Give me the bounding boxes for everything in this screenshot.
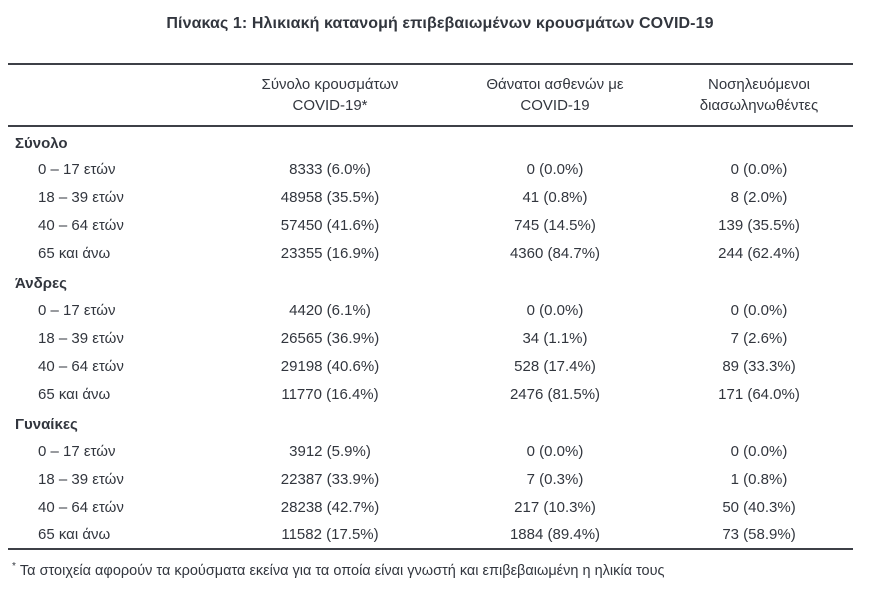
deaths-value: 34 (1.1%) — [522, 329, 588, 347]
cases-value: 29198 (40.6%) — [280, 357, 380, 375]
deaths-value: 0 (0.0%) — [526, 160, 584, 178]
deaths-value: 2476 (81.5%) — [509, 385, 601, 403]
intubated-value: 89 (33.3%) — [722, 357, 796, 375]
cases-value: 11582 (17.5%) — [281, 526, 379, 543]
age-group-label: 40 – 64 ετών — [38, 498, 124, 516]
cases-value: 8333 (6.0%) — [289, 160, 371, 178]
header-row: Σύνολο κρουσμάτων COVID-19* Θάνατοι ασθε… — [8, 64, 853, 127]
cases-value: 3912 (5.9%) — [289, 442, 371, 460]
column-header-intubated: Νοσηλευόμενοι διασωληνωθέντες — [665, 64, 853, 127]
footnote: * Τα στοιχεία αφορούν τα κρούσματα εκείνα… — [12, 557, 880, 581]
cases-value: 11770 (16.4%) — [281, 385, 379, 403]
column-header-line: Νοσηλευόμενοι — [707, 76, 810, 93]
column-header-line: Σύνολο κρουσμάτων — [261, 76, 399, 93]
age-group-label: 40 – 64 ετών — [38, 216, 124, 234]
age-group-label: 18 – 39 ετών — [38, 329, 124, 347]
age-group-label: 18 – 39 ετών — [38, 188, 124, 206]
deaths-value: 217 (10.3%) — [514, 498, 596, 516]
age-group-label: 18 – 39 ετών — [38, 470, 124, 488]
intubated-value: 7 (2.6%) — [730, 329, 788, 347]
age-group-label: 0 – 17 ετών — [38, 301, 116, 319]
table-row: 40 – 64 ετών 29198 (40.6%) 528 (17.4%) 8… — [8, 352, 853, 380]
deaths-value: 528 (17.4%) — [514, 357, 596, 375]
age-group-label: 0 – 17 ετών — [38, 160, 116, 178]
intubated-value: 0 (0.0%) — [730, 160, 788, 178]
intubated-value: 50 (40.3%) — [722, 498, 796, 516]
footnote-marker: * — [12, 561, 16, 572]
table-row: 65 και άνω 11770 (16.4%) 2476 (81.5%) 17… — [8, 380, 853, 408]
cases-value: 22387 (33.9%) — [280, 470, 380, 488]
table-title: Πίνακας 1: Ηλικιακή κατανομή επιβεβαιωμέ… — [166, 15, 714, 32]
table-row: 18 – 39 ετών 48958 (35.5%) 41 (0.8%) 8 (… — [8, 183, 853, 211]
intubated-value: 139 (35.5%) — [718, 216, 800, 234]
table-row: 65 και άνω 23355 (16.9%) 4360 (84.7%) 24… — [8, 239, 853, 267]
deaths-value: 745 (14.5%) — [514, 216, 596, 234]
cases-value: 57450 (41.6%) — [280, 216, 380, 234]
cases-value: 23355 (16.9%) — [280, 244, 380, 262]
footnote-text: Τα στοιχεία αφορούν τα κρούσματα εκείνα … — [19, 562, 665, 579]
age-group-label: 0 – 17 ετών — [38, 442, 116, 460]
column-header-total-cases: Σύνολο κρουσμάτων COVID-19* — [215, 64, 445, 127]
deaths-value: 7 (0.3%) — [526, 470, 584, 488]
intubated-value: 0 (0.0%) — [730, 442, 788, 460]
table-row: 0 – 17 ετών 3912 (5.9%) 0 (0.0%) 0 (0.0%… — [8, 437, 853, 465]
intubated-value: 0 (0.0%) — [730, 301, 788, 319]
section-header-label: Γυναίκες — [15, 416, 78, 433]
cases-value: 48958 (35.5%) — [280, 188, 380, 206]
column-header-line: COVID-19* — [292, 97, 368, 114]
header-empty-cell — [8, 64, 215, 127]
table-row: 40 – 64 ετών 28238 (42.7%) 217 (10.3%) 5… — [8, 493, 853, 521]
table-row: 0 – 17 ετών 4420 (6.1%) 0 (0.0%) 0 (0.0%… — [8, 296, 853, 324]
column-header-line: Θάνατοι ασθενών με — [486, 76, 624, 93]
section-header-total: Σύνολο — [8, 126, 853, 155]
column-header-line: διασωληνωθέντες — [699, 97, 819, 114]
section-header-label: Σύνολο — [15, 134, 68, 152]
deaths-value: 41 (0.8%) — [522, 188, 588, 206]
table-row: 0 – 17 ετών 8333 (6.0%) 0 (0.0%) 0 (0.0%… — [8, 155, 853, 183]
intubated-value: 8 (2.0%) — [730, 188, 788, 206]
intubated-value: 1 (0.8%) — [730, 470, 788, 488]
deaths-value: 0 (0.0%) — [526, 442, 584, 460]
age-group-label: 65 και άνω — [38, 385, 111, 403]
section-header-label: Άνδρες — [15, 275, 67, 292]
deaths-value: 4360 (84.7%) — [509, 244, 601, 262]
deaths-value: 1884 (89.4%) — [509, 526, 601, 543]
age-group-label: 65 και άνω — [38, 526, 111, 543]
age-group-label: 40 – 64 ετών — [38, 357, 124, 375]
cases-value: 4420 (6.1%) — [289, 301, 371, 319]
table-row: 18 – 39 ετών 22387 (33.9%) 7 (0.3%) 1 (0… — [8, 465, 853, 493]
intubated-value: 171 (64.0%) — [718, 385, 800, 403]
table-row: 65 και άνω 11582 (17.5%) 1884 (89.4%) 73… — [8, 521, 853, 549]
covid-age-distribution-table: Σύνολο κρουσμάτων COVID-19* Θάνατοι ασθε… — [8, 63, 853, 550]
intubated-value: 73 (58.9%) — [722, 526, 796, 543]
cases-value: 28238 (42.7%) — [280, 498, 380, 516]
column-header-deaths: Θάνατοι ασθενών με COVID-19 — [445, 64, 665, 127]
deaths-value: 0 (0.0%) — [526, 301, 584, 319]
column-header-line: COVID-19 — [520, 97, 590, 114]
section-header-men: Άνδρες — [8, 267, 853, 296]
cases-value: 26565 (36.9%) — [280, 329, 380, 347]
intubated-value: 244 (62.4%) — [718, 244, 800, 262]
age-group-label: 65 και άνω — [38, 244, 111, 262]
table-row: 40 – 64 ετών 57450 (41.6%) 745 (14.5%) 1… — [8, 211, 853, 239]
table-row: 18 – 39 ετών 26565 (36.9%) 34 (1.1%) 7 (… — [8, 324, 853, 352]
section-header-women: Γυναίκες — [8, 408, 853, 437]
